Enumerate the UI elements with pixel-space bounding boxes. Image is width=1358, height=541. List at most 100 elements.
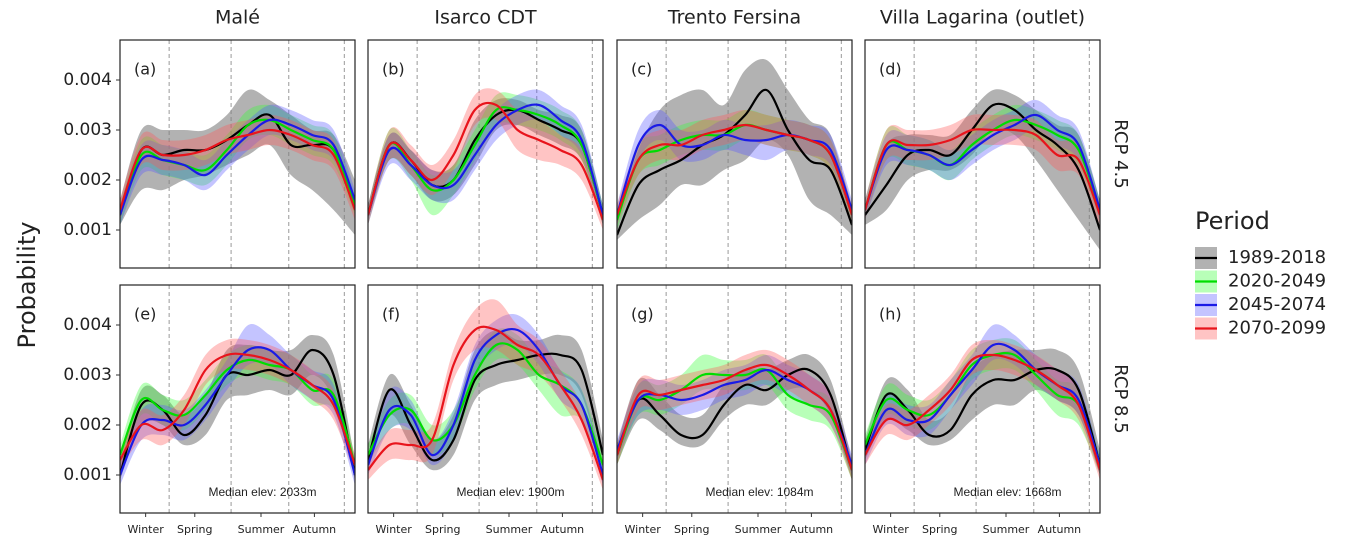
y-tick-label: 0.002: [63, 415, 112, 435]
annotation: Median elev: 1668m: [953, 485, 1061, 499]
x-tick-label: Autumn: [790, 523, 833, 536]
uncertainty-band: [617, 353, 852, 480]
x-tick-label: Spring: [425, 523, 461, 536]
x-tick-label: Summer: [983, 523, 1030, 536]
panel-border: [367, 284, 604, 514]
plot-area: [120, 323, 355, 485]
x-tick-label: Autumn: [1038, 523, 1081, 536]
x-tick-label: Autumn: [293, 523, 336, 536]
uncertainty-band: [865, 89, 1100, 251]
uncertainty-band: [368, 328, 603, 475]
series-line: [120, 358, 355, 466]
column-title: Trento Fersina: [667, 7, 801, 29]
uncertainty-band: [368, 88, 603, 231]
column-title: Malé: [215, 7, 260, 29]
row-label: RCP 4.5: [1110, 119, 1131, 188]
panel-label: (c): [631, 60, 652, 79]
uncertainty-band: [368, 92, 603, 225]
uncertainty-band: [617, 59, 852, 240]
column-title: Villa Lagarina (outlet): [880, 7, 1085, 29]
panel-border: [616, 284, 853, 514]
series-line: [368, 101, 603, 221]
uncertainty-band: [865, 99, 1100, 220]
panel-border: [864, 284, 1101, 514]
x-tick-label: Winter: [128, 523, 165, 536]
uncertainty-band: [120, 104, 355, 225]
x-tick-label: Spring: [674, 523, 710, 536]
series-line: [865, 102, 1100, 231]
x-tick-label: Winter: [625, 523, 662, 536]
panel-label: (h): [879, 305, 902, 324]
x-tick-label: Autumn: [541, 523, 584, 536]
series-line: [617, 363, 852, 471]
legend-label: 2070-2099: [1228, 318, 1326, 339]
series-line: [865, 351, 1100, 466]
panel-label: (d): [879, 60, 902, 79]
uncertainty-band: [865, 324, 1100, 475]
panel-border: [119, 39, 356, 269]
panel-border: [367, 39, 604, 269]
y-tick-label: 0.001: [63, 220, 112, 240]
x-tick-label: Spring: [922, 523, 958, 536]
y-tick-label: 0.002: [63, 170, 112, 190]
series-line: [865, 353, 1100, 471]
plot-area: [617, 59, 852, 240]
x-tick-label: Summer: [238, 523, 285, 536]
series-line: [865, 128, 1100, 216]
uncertainty-band: [368, 329, 603, 471]
column-title: Isarco CDT: [434, 7, 537, 29]
panel-border: [119, 284, 356, 514]
plot-area: [120, 89, 355, 236]
series-line: [617, 123, 852, 216]
uncertainty-band: [368, 299, 603, 490]
legend-label: 2045-2074: [1228, 294, 1326, 315]
plot-area: [368, 299, 603, 490]
legend-label: 2020-2049: [1228, 271, 1326, 292]
uncertainty-band: [617, 355, 852, 475]
uncertainty-band: [120, 89, 355, 236]
panel-border: [616, 39, 853, 269]
plot-area: [617, 349, 852, 480]
annotation: Median elev: 2033m: [208, 485, 316, 499]
uncertainty-band: [120, 115, 355, 220]
uncertainty-band: [120, 344, 355, 475]
uncertainty-band: [368, 89, 603, 225]
x-tick-label: Summer: [486, 523, 533, 536]
series-line: [368, 352, 603, 462]
uncertainty-band: [865, 114, 1100, 225]
y-tick-label: 0.003: [63, 120, 112, 140]
y-tick-label: 0.001: [63, 465, 112, 485]
series-line: [617, 367, 852, 471]
y-tick-label: 0.004: [63, 315, 112, 335]
series-line: [120, 128, 355, 211]
uncertainty-band: [617, 354, 852, 480]
legend-label: 1989-2018: [1228, 247, 1326, 268]
plot-area: [865, 89, 1100, 251]
series-line: [120, 118, 355, 216]
plot-area: [865, 324, 1100, 480]
annotation: Median elev: 1084m: [705, 485, 813, 499]
plot-area: [368, 88, 603, 231]
series-line: [368, 103, 603, 216]
x-tick-label: Winter: [376, 523, 413, 536]
annotation: Median elev: 1900m: [456, 485, 564, 499]
panel-label: (g): [631, 305, 654, 324]
series-line: [120, 352, 355, 466]
uncertainty-band: [120, 323, 355, 485]
uncertainty-band: [368, 98, 603, 225]
x-tick-label: Spring: [177, 523, 213, 536]
panel-label: (e): [134, 305, 156, 324]
series-line: [865, 113, 1100, 211]
panel-label: (a): [134, 60, 156, 79]
y-tick-label: 0.004: [63, 70, 112, 90]
legend-title: Period: [1195, 207, 1270, 235]
x-tick-label: Summer: [735, 523, 782, 536]
series-line: [368, 325, 603, 481]
x-tick-label: Winter: [873, 523, 910, 536]
row-label: RCP 8.5: [1110, 364, 1131, 433]
y-axis-title: Probability: [13, 222, 41, 349]
panel-label: (f): [382, 305, 400, 324]
panel-label: (b): [382, 60, 405, 79]
panel-border: [864, 39, 1101, 269]
